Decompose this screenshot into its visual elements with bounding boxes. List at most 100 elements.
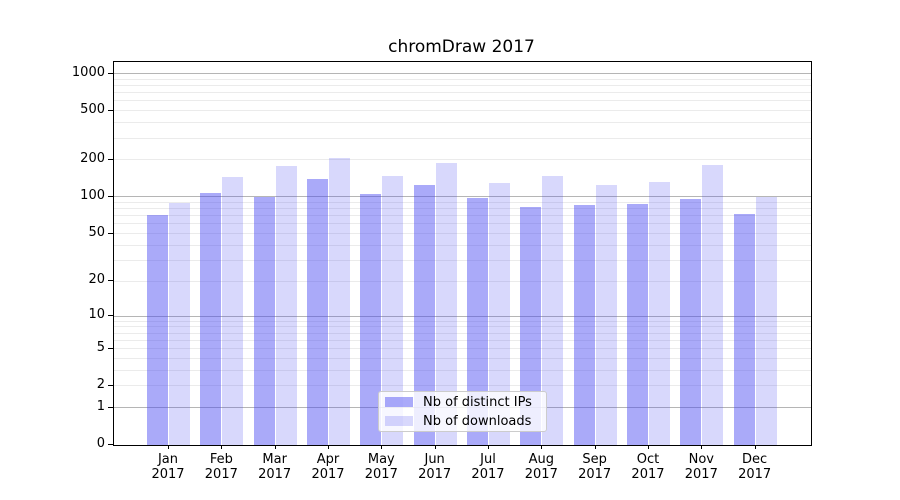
x-tick [487,445,489,449]
legend-label-distinct-ips: Nb of distinct IPs [423,394,532,410]
y-tick [108,315,113,316]
y-tick [108,444,113,445]
y-tick-label: 20 [88,272,105,288]
bar-distinct-ips [626,204,648,445]
x-tick [274,445,276,449]
legend-swatch-downloads [385,416,413,426]
x-tick-label-line: 2017 [684,467,718,482]
bar-distinct-ips [573,204,595,445]
chart-title: chromDraw 2017 [388,37,535,57]
x-tick-label: Jul 2017 [452,452,524,482]
bar-downloads [382,176,404,445]
minor-gridline [114,326,811,327]
major-gridline [114,316,811,317]
x-tick-label-line: Jun [424,452,445,467]
x-tick-label-line: 2017 [418,467,452,482]
x-tick-label-line: Aug [528,452,554,467]
x-tick [594,445,596,449]
minor-gridline [114,92,811,93]
y-tick-label: 200 [80,150,105,166]
bar-distinct-ips [520,207,542,445]
bar-downloads [328,158,350,445]
minor-gridline [114,260,811,261]
y-tick [108,233,113,234]
major-gridline [114,196,811,197]
x-tick-label-line: 2017 [738,467,772,482]
legend-item-downloads: Nb of downloads [385,413,540,430]
x-tick [754,445,756,449]
legend: Nb of distinct IPs Nb of downloads [378,391,547,432]
bar-downloads [595,185,617,445]
x-tick-label: Aug 2017 [505,452,577,482]
x-tick-label: Jan 2017 [132,452,204,482]
bar-distinct-ips [680,198,702,445]
minor-gridline [114,385,811,386]
minor-gridline [114,333,811,334]
minor-gridline [114,281,811,282]
bar-distinct-ips [306,178,328,445]
x-tick-label: May 2017 [345,452,417,482]
x-tick-label: Oct 2017 [612,452,684,482]
x-tick-label-line: Oct [636,452,660,467]
minor-gridline [114,245,811,246]
x-tick-label-line: Mar [262,452,287,467]
minor-gridline [114,100,811,101]
y-tick-label: 100 [80,187,105,203]
x-tick-label-line: 2017 [364,467,398,482]
y-tick [108,196,113,197]
y-tick [108,407,113,408]
bar-downloads [488,183,510,445]
y-tick [108,348,113,349]
y-tick-label: 1000 [71,64,105,80]
x-tick-label-line: 2017 [151,467,185,482]
bar-distinct-ips [466,197,488,445]
x-tick-label: Feb 2017 [185,452,257,482]
minor-gridline [114,215,811,216]
x-tick-label-line: May [367,452,395,467]
x-tick-label-line: 2017 [578,467,612,482]
y-tick [108,159,113,160]
x-tick [701,445,703,449]
minor-gridline [114,321,811,322]
y-tick-label: 0 [96,436,105,451]
y-tick-label: 5 [96,339,105,355]
bar-downloads [169,202,190,445]
x-tick-label-line: 2017 [204,467,238,482]
minor-gridline [114,233,811,234]
x-tick [541,445,543,449]
x-tick-label: Mar 2017 [239,452,311,482]
x-tick [434,445,436,449]
minor-gridline [114,202,811,203]
minor-gridline [114,223,811,224]
x-tick [221,445,223,449]
minor-gridline [114,79,811,80]
bar-downloads [648,182,670,445]
x-tick-label: Apr 2017 [292,452,364,482]
bar-downloads [275,165,297,445]
x-tick-label-line: Sep [582,452,607,467]
minor-gridline [114,138,811,139]
minor-gridline [114,110,811,111]
legend-swatch-distinct-ips [385,397,413,407]
x-tick-label: Jun 2017 [399,452,471,482]
bar-distinct-ips [413,185,435,445]
x-tick [381,445,383,449]
x-tick-label-line: Nov [688,452,714,467]
y-tick-label: 50 [88,224,105,240]
bar-downloads [702,164,724,445]
x-tick-label-line: 2017 [631,467,665,482]
y-tick [108,73,113,74]
y-tick-label: 1 [96,398,105,414]
minor-gridline [114,85,811,86]
y-tick [108,385,113,386]
x-tick-label-line: 2017 [471,467,505,482]
bar-distinct-ips [360,193,382,445]
plot-area [113,61,812,446]
y-tick [108,280,113,281]
minor-gridline [114,208,811,209]
x-tick-label-line: 2017 [524,467,558,482]
bar-downloads [755,196,777,445]
x-tick-label-line: Dec [742,452,768,467]
bar-downloads [222,176,244,445]
x-tick-label: Sep 2017 [559,452,631,482]
